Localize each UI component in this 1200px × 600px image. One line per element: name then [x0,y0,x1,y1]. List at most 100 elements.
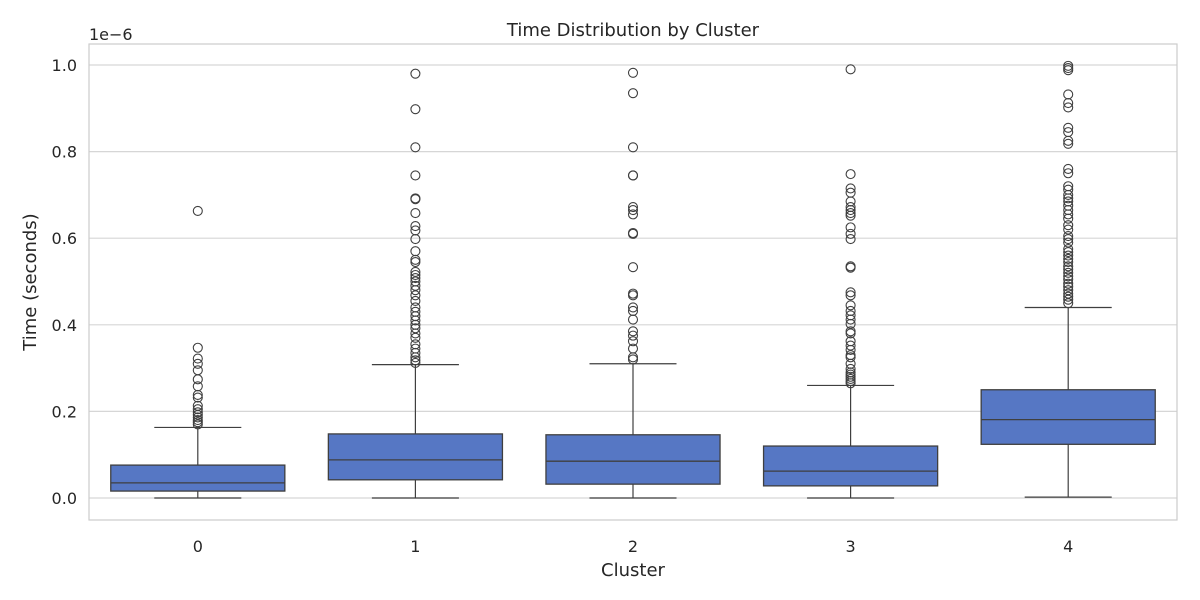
outlier-point [627,336,639,347]
x-tick-label: 4 [1063,537,1073,556]
outlier-point [1063,209,1074,220]
outlier-point [1063,264,1074,275]
y-tick-label: 0.0 [52,489,77,508]
outlier-point [1063,294,1074,305]
outlier-points [192,60,1074,430]
outlier-point [192,412,203,423]
iqr-box [980,389,1156,445]
iqr-box [110,464,286,492]
y-tick-labels: 0.0 0.2 0.4 0.6 0.8 1.0 [52,56,77,508]
outlier-point [1063,135,1074,146]
outlier-point [410,352,421,363]
outlier-point [845,350,856,361]
outlier-point [410,194,421,205]
box-cluster-2 [545,363,721,499]
outlier-point [627,88,639,99]
boxes [110,306,1156,499]
y-tick-label: 1.0 [52,56,77,75]
outlier-point [1063,65,1074,76]
outlier-point [1063,243,1074,255]
outlier-point [1063,122,1074,133]
x-axis-title: Cluster [601,560,665,581]
outlier-point [410,328,421,339]
y-tick-label: 0.8 [52,143,77,162]
outlier-point [627,326,639,337]
outlier-point [1063,138,1074,149]
outlier-point [845,222,856,233]
outlier-point [845,228,856,239]
outlier-point [627,290,639,301]
outlier-point [845,363,856,375]
outlier-point [845,208,856,219]
outlier-point [410,332,421,343]
outlier-point [1063,291,1074,302]
outlier-point [410,272,421,284]
outlier-point [1063,261,1074,272]
box-cluster-3 [762,384,939,499]
outlier-point [845,300,856,311]
outlier-point [410,357,421,368]
outlier-point [410,104,421,115]
outlier-point [627,67,639,78]
x-tick-label: 1 [410,537,420,556]
outlier-point [627,352,639,363]
outlier-point [410,285,421,296]
outlier-point [845,290,856,301]
outlier-point [1063,256,1074,268]
outlier-point [1063,213,1074,224]
outlier-point [845,183,856,194]
outlier-point [192,205,203,216]
outlier-point [1063,102,1074,113]
outlier-point [192,407,203,418]
outlier-point [192,353,203,364]
outlier-point [1063,253,1074,265]
x-tick-label: 0 [193,537,203,556]
outlier-point [627,228,639,239]
outlier-point [845,344,856,355]
outlier-point [627,201,639,213]
outlier-point [627,262,639,273]
outlier-point [1063,168,1074,179]
outlier-point [627,209,639,220]
outlier-point [410,295,421,307]
outlier-point [192,389,203,400]
outlier-point [410,246,421,257]
box-cluster-4 [980,306,1156,498]
outlier-point [410,256,421,268]
outlier-point [627,142,639,153]
outlier-point [845,262,856,273]
outlier-point [410,355,421,366]
outlier-point [410,234,421,245]
outlier-point [1063,220,1074,231]
y-tick-label: 0.2 [52,402,77,421]
outlier-point [1063,234,1074,245]
outlier-point [1063,89,1074,100]
outlier-point [410,68,421,79]
outlier-point [627,205,639,216]
box-cluster-0 [110,426,286,499]
outlier-point [1063,281,1074,292]
iqr-box [762,445,939,487]
outlier-point [845,328,856,339]
outlier-point [192,419,203,430]
outlier-point [845,352,856,363]
outlier-point [410,290,421,301]
outlier-point [1063,278,1074,289]
outlier-point [410,315,421,326]
outlier-point [845,210,856,221]
y-axis-title: Time (seconds) [20,213,41,351]
outlier-point [845,314,856,325]
outlier-point [192,374,203,385]
x-tick-labels: 0 1 2 3 4 [193,537,1074,556]
outlier-point [845,358,856,369]
outlier-point [627,314,639,325]
outlier-point [1063,271,1074,282]
outlier-point [845,378,856,389]
outlier-point [845,64,856,75]
outlier-point [410,142,421,153]
outlier-point [410,254,421,265]
outlier-point [1063,250,1074,261]
y-tick-label: 0.4 [52,316,77,335]
